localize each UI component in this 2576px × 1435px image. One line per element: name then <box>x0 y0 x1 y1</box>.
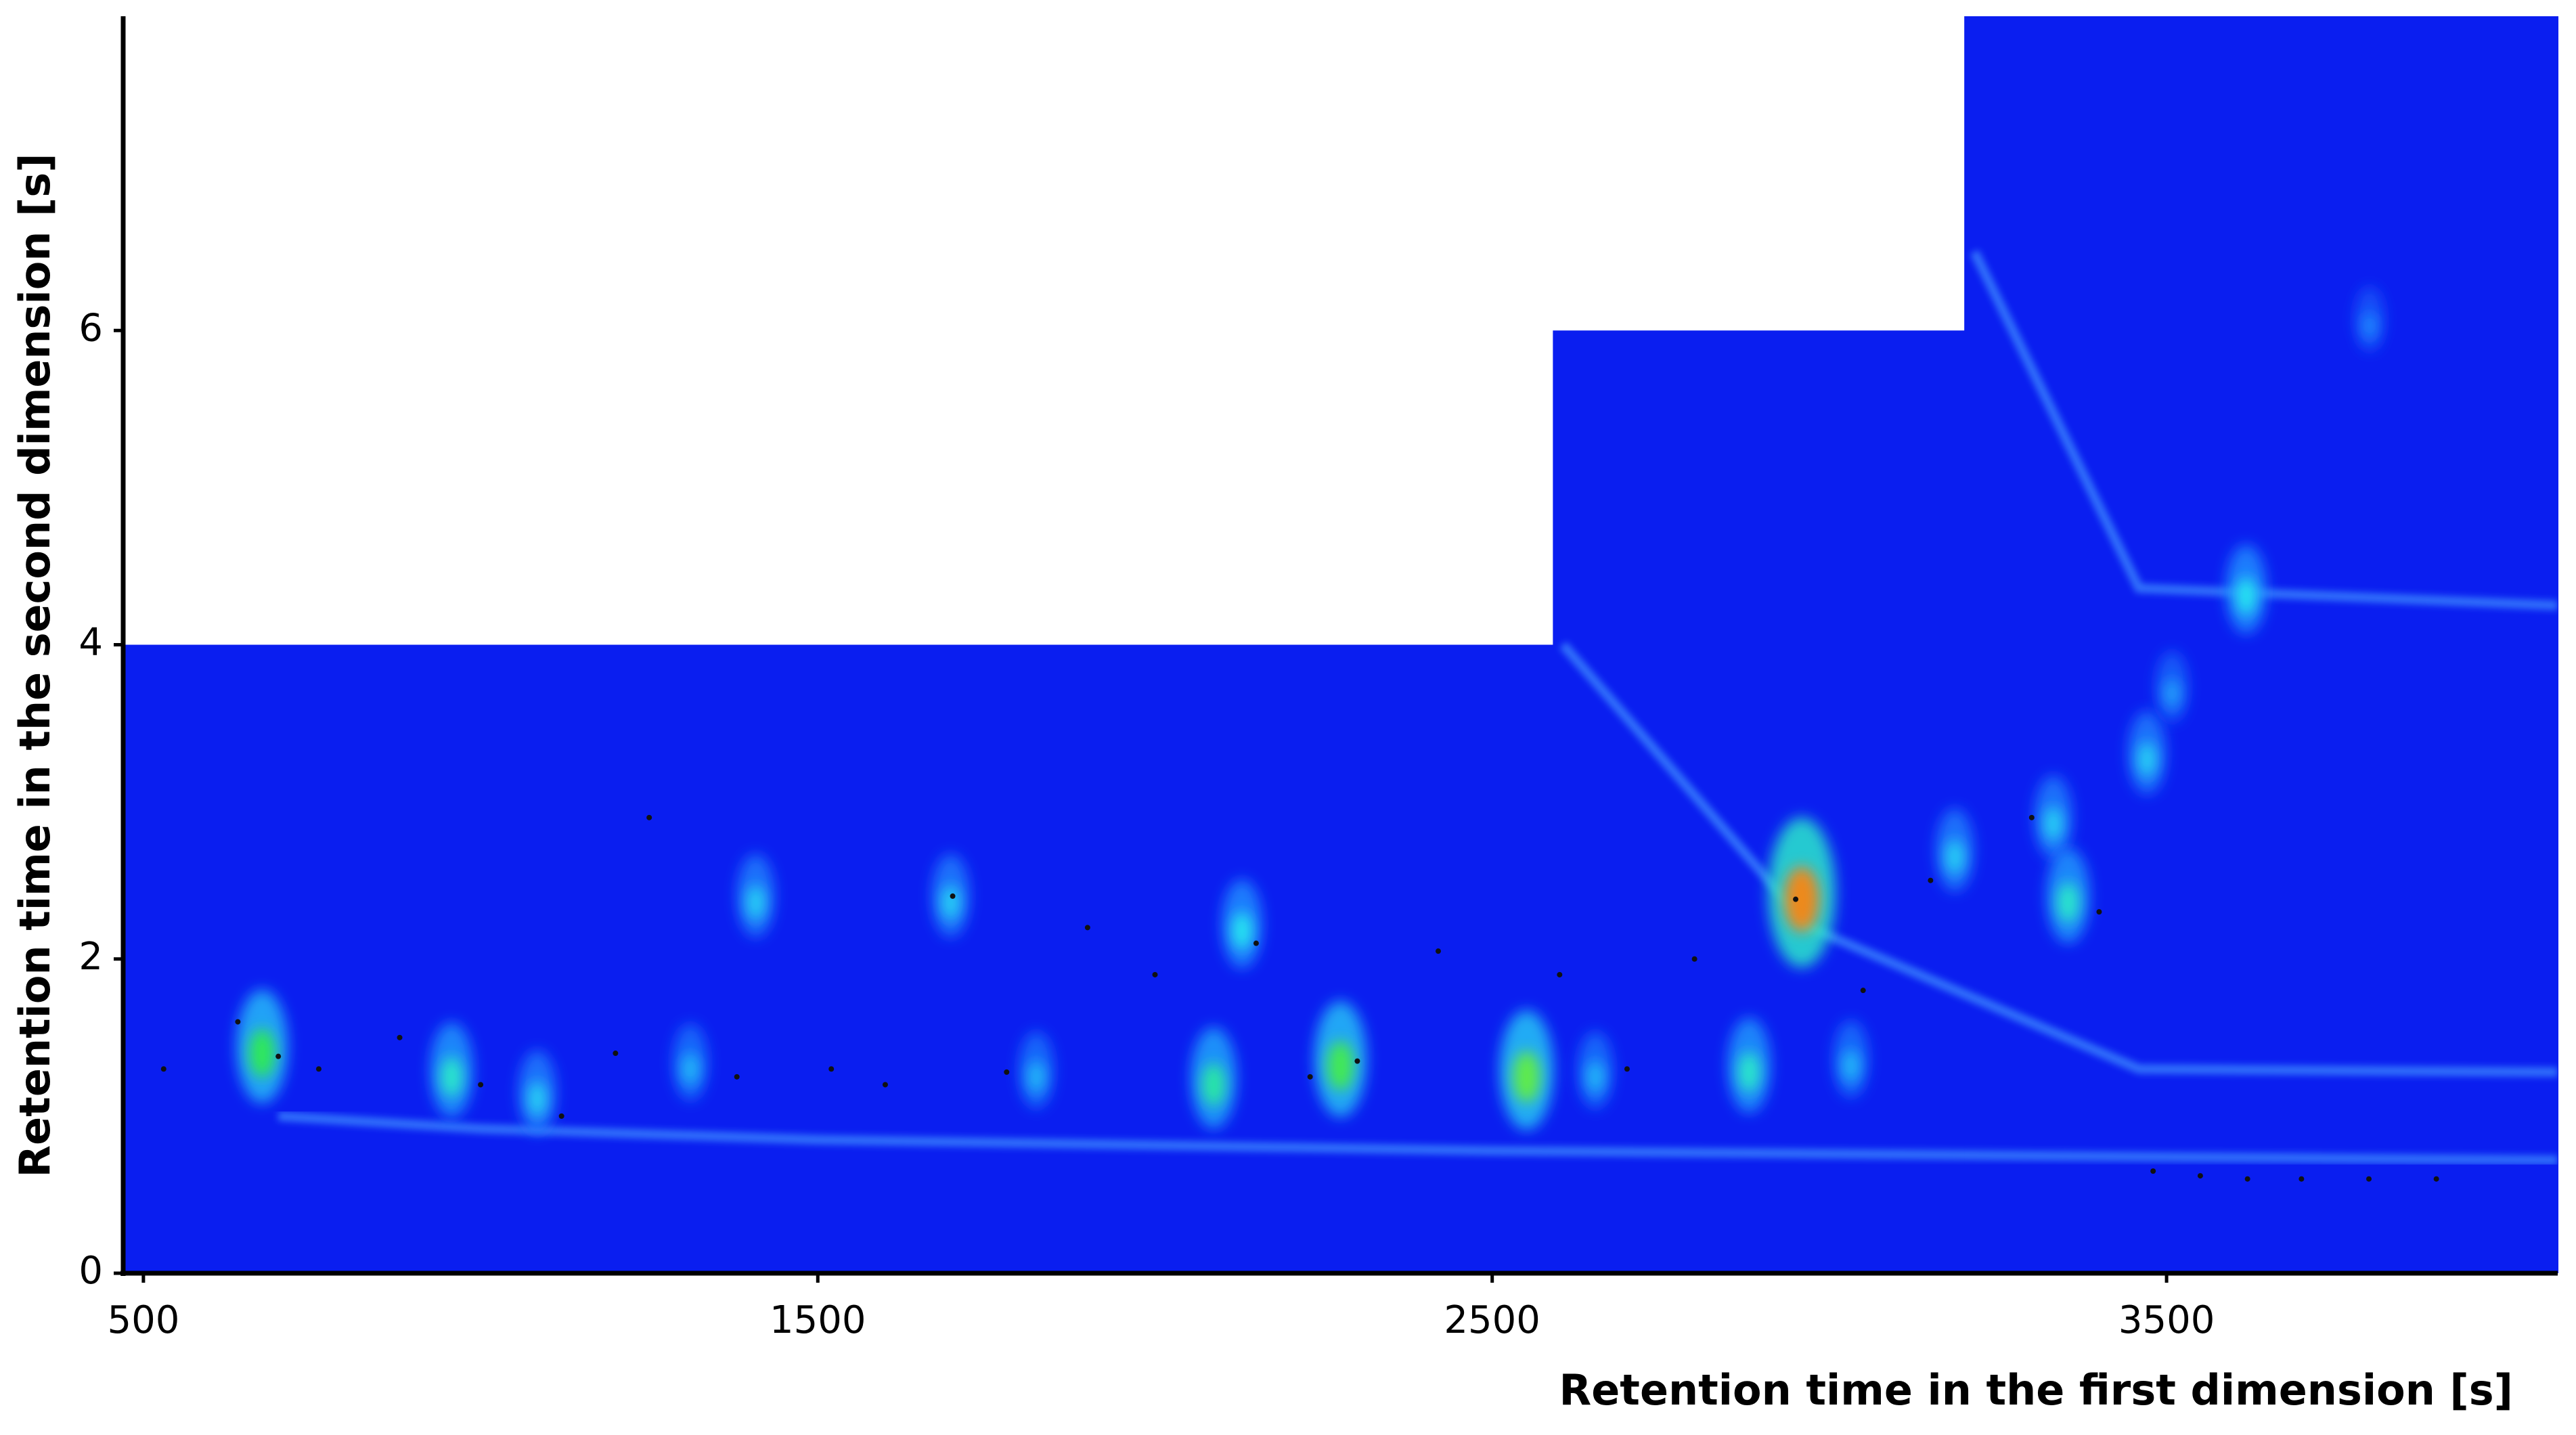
detected-peak <box>1354 1058 1360 1064</box>
detected-peak <box>1557 971 1563 977</box>
peak <box>441 1056 463 1097</box>
detected-peak <box>1860 988 1866 994</box>
detected-peak <box>2150 1168 2156 1174</box>
peak <box>2164 678 2180 709</box>
detected-peak <box>275 1053 282 1059</box>
axes: 500 1500 2500 3500 0 2 4 6 <box>79 16 2558 1342</box>
detected-peak <box>2366 1176 2372 1182</box>
detected-peak <box>2244 1176 2250 1182</box>
y-axis-title: Retention time in the second dimension [… <box>10 153 60 1177</box>
x-tick-label: 500 <box>107 1298 179 1342</box>
peak <box>1945 839 1964 875</box>
detected-peak <box>1004 1069 1010 1075</box>
detected-peak <box>734 1074 740 1080</box>
y-tick-label: 0 <box>79 1249 103 1293</box>
modulation-window <box>1964 16 2558 1273</box>
detected-peak <box>1624 1066 1630 1072</box>
detected-peak <box>397 1034 403 1040</box>
bleed-band <box>1559 641 2558 1077</box>
y-tick-label: 4 <box>79 621 103 665</box>
detected-peak <box>2028 814 2035 820</box>
x-tick-label: 3500 <box>2118 1298 2215 1342</box>
x-tick-label: 2500 <box>1444 1298 1540 1342</box>
detected-peak <box>1152 971 1158 977</box>
detected-peak <box>160 1066 166 1072</box>
detected-peak <box>882 1082 888 1088</box>
peak <box>1842 1049 1860 1082</box>
peak <box>2362 312 2377 340</box>
peak <box>1232 911 1252 950</box>
peak <box>2057 882 2079 923</box>
detected-peak <box>613 1051 619 1057</box>
detected-peak <box>2433 1176 2439 1182</box>
peak <box>1784 866 1819 932</box>
peak <box>746 885 765 921</box>
detected-peak <box>2299 1176 2305 1182</box>
detected-peak <box>1307 1074 1313 1080</box>
detected-peak <box>2096 909 2102 915</box>
peak <box>249 1029 275 1078</box>
detected-peak <box>2197 1173 2203 1179</box>
detected-peak <box>478 1082 484 1088</box>
peak <box>2043 806 2063 842</box>
detected-peak <box>558 1113 564 1119</box>
detected-peak <box>315 1066 321 1072</box>
peak <box>2137 741 2156 777</box>
x-axis-title: Retention time in the first dimension [s… <box>1559 1365 2513 1415</box>
detected-peak <box>950 893 956 899</box>
bleed-band <box>277 1111 2558 1165</box>
detected-peak <box>1435 948 1441 954</box>
peak <box>1027 1060 1045 1093</box>
detected-peak <box>1691 956 1697 962</box>
peak <box>528 1081 547 1117</box>
detected-peak <box>1084 925 1090 931</box>
peak <box>1327 1040 1354 1091</box>
detected-peak <box>1793 896 1799 902</box>
peak <box>682 1053 699 1086</box>
peak <box>1738 1051 1760 1092</box>
detected-peak <box>1253 940 1259 946</box>
y-tick-label: 6 <box>79 306 103 350</box>
peak <box>1586 1060 1604 1093</box>
x-tick-label: 1500 <box>770 1298 866 1342</box>
detected-peak <box>646 814 652 820</box>
peak <box>2236 577 2257 615</box>
peak <box>1202 1063 1226 1107</box>
detected-peak <box>1928 877 1934 883</box>
plot-area <box>123 16 2558 1273</box>
peak <box>941 885 960 921</box>
peak <box>1513 1051 1540 1103</box>
bleed-band <box>1970 250 2558 611</box>
detected-peak <box>828 1066 835 1072</box>
modulation-window <box>123 644 1554 1273</box>
plot-content <box>160 250 2558 1182</box>
y-tick-label: 2 <box>79 935 103 979</box>
modulation-window <box>1553 330 1966 1273</box>
detected-peak <box>235 1019 241 1025</box>
